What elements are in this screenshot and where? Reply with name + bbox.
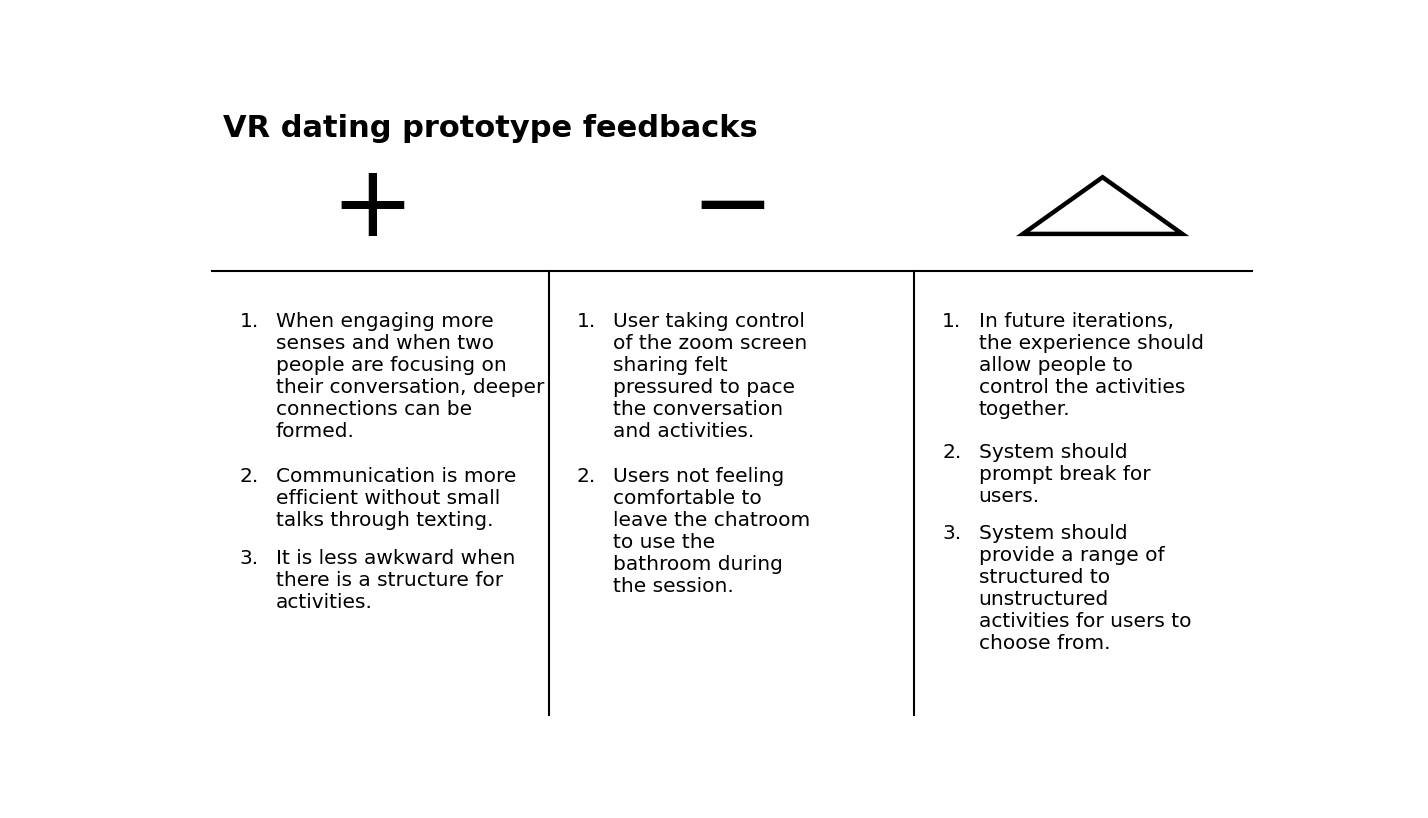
Text: +: +	[330, 160, 414, 257]
Text: User taking control
of the zoom screen
sharing felt
pressured to pace
the conver: User taking control of the zoom screen s…	[614, 312, 808, 442]
Text: When engaging more
senses and when two
people are focusing on
their conversation: When engaging more senses and when two p…	[276, 312, 544, 442]
Text: 1.: 1.	[577, 312, 595, 331]
Text: 1.: 1.	[942, 312, 961, 331]
Text: 3.: 3.	[942, 524, 961, 543]
Text: 3.: 3.	[240, 549, 258, 568]
Text: Users not feeling
comfortable to
leave the chatroom
to use the
bathroom during
t: Users not feeling comfortable to leave t…	[614, 467, 811, 596]
Text: 2.: 2.	[942, 443, 961, 461]
Text: In future iterations,
the experience should
allow people to
control the activiti: In future iterations, the experience sho…	[978, 312, 1204, 420]
Text: System should
provide a range of
structured to
unstructured
activities for users: System should provide a range of structu…	[978, 524, 1191, 653]
Text: 2.: 2.	[577, 467, 595, 486]
Text: Communication is more
efficient without small
talks through texting.: Communication is more efficient without …	[276, 467, 517, 530]
Text: It is less awkward when
there is a structure for
activities.: It is less awkward when there is a struc…	[276, 549, 516, 612]
Text: VR dating prototype feedbacks: VR dating prototype feedbacks	[223, 114, 757, 143]
Text: 1.: 1.	[240, 312, 258, 331]
Text: −: −	[690, 160, 774, 257]
Text: System should
prompt break for
users.: System should prompt break for users.	[978, 443, 1151, 506]
Text: 2.: 2.	[240, 467, 258, 486]
